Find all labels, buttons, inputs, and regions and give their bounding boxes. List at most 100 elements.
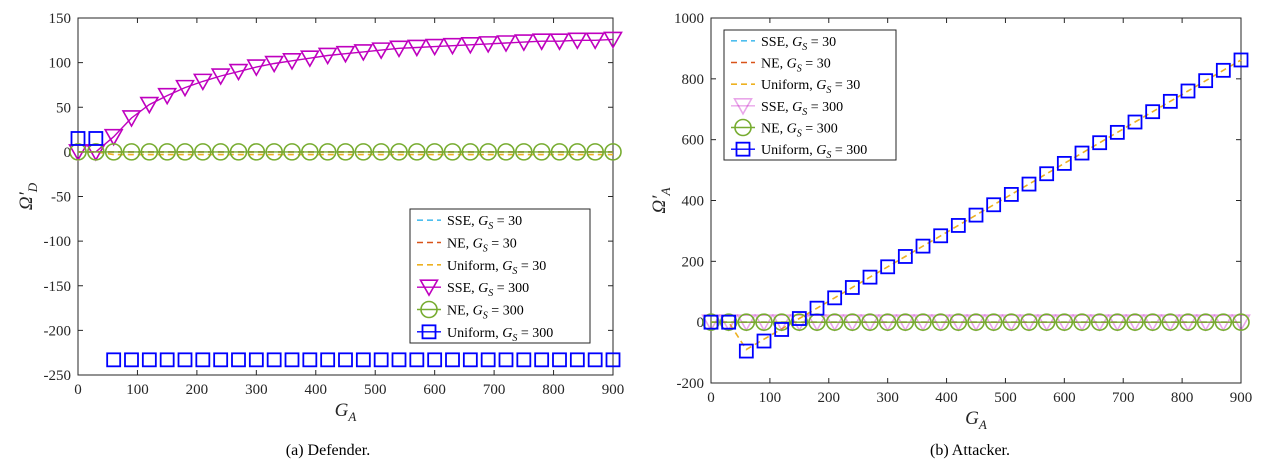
data-point	[427, 352, 443, 368]
legend-label-sub: S	[483, 244, 488, 255]
legend-label-val: = 30	[493, 214, 522, 229]
data-point	[1214, 313, 1233, 331]
legend-label: SSE, GS = 30	[761, 35, 836, 53]
data-point	[442, 37, 463, 56]
data-point	[69, 143, 87, 161]
data-point	[264, 55, 285, 74]
data-point	[1108, 313, 1127, 331]
data-point	[702, 313, 720, 331]
data-point	[931, 313, 950, 331]
legend-label-sub: S	[826, 85, 831, 96]
data-point	[121, 110, 142, 128]
y-tick-label: -50	[51, 190, 71, 206]
data-point	[159, 352, 175, 368]
data-point	[336, 143, 355, 161]
data-point	[124, 352, 139, 368]
data-point	[603, 31, 623, 50]
data-point	[949, 313, 968, 331]
data-point	[772, 313, 791, 331]
x-tick-label: 100	[126, 382, 149, 398]
data-point	[460, 36, 481, 55]
data-point	[283, 143, 301, 161]
data-point	[1198, 73, 1214, 89]
x-tick-label: 900	[1230, 390, 1253, 406]
legend-label-sub: S	[826, 150, 831, 161]
x-axis-label-sub: A	[347, 409, 356, 424]
legend-label-text: SSE,	[447, 281, 478, 296]
legend-label-text: SSE,	[447, 214, 478, 229]
legend-label-text: NE,	[761, 122, 787, 137]
y-tick-label: -200	[677, 376, 705, 392]
data-point	[177, 352, 193, 368]
legend-label: NE, GS = 30	[761, 57, 831, 75]
legend-label-text: Uniform,	[447, 259, 502, 274]
x-tick-label: 600	[423, 382, 446, 398]
data-point	[106, 352, 122, 368]
data-point	[756, 333, 772, 349]
data-point	[844, 280, 860, 295]
data-point	[158, 143, 176, 161]
data-point	[390, 143, 408, 161]
data-point	[318, 143, 337, 161]
legend-label-var: G	[787, 122, 797, 137]
data-point	[774, 322, 790, 337]
y-axis-label-sub: D	[25, 182, 40, 193]
legend-label-var: G	[792, 100, 802, 115]
y-tick-label: 600	[682, 133, 705, 149]
data-point	[497, 143, 515, 161]
legend-label-val: = 300	[517, 326, 553, 341]
data-point	[176, 143, 194, 161]
x-tick-label: 400	[305, 382, 328, 398]
x-tick-label: 600	[1053, 390, 1076, 406]
data-point	[950, 218, 966, 233]
data-point	[391, 352, 407, 368]
data-point	[1039, 166, 1055, 182]
data-point	[282, 53, 302, 71]
legend-label-var: G	[792, 35, 802, 50]
data-point	[933, 228, 949, 244]
data-point	[229, 143, 248, 161]
data-point	[195, 352, 211, 368]
legend-label-text: SSE,	[761, 100, 792, 115]
data-point	[809, 300, 825, 316]
legend-label-val: = 300	[488, 304, 524, 319]
data-point	[531, 33, 552, 51]
legend-label-var: G	[478, 281, 488, 296]
x-tick-label: 500	[994, 390, 1017, 406]
data-point	[1056, 155, 1072, 171]
data-point	[605, 352, 621, 368]
data-point	[568, 143, 587, 161]
series-line	[78, 38, 614, 153]
legend-label-text: SSE,	[761, 35, 792, 50]
data-point	[479, 143, 497, 161]
y-tick-label: 0	[64, 145, 72, 161]
data-point	[265, 143, 283, 161]
legend-label-val: = 300	[802, 122, 838, 137]
legend-label-var: G	[502, 259, 512, 274]
x-tick-label: 900	[602, 382, 625, 398]
data-point	[445, 352, 460, 368]
x-tick-label: 200	[186, 382, 209, 398]
y-tick-label: 0	[697, 315, 705, 331]
data-point	[1126, 313, 1144, 331]
x-tick-label: 0	[707, 390, 715, 406]
data-point	[1162, 93, 1178, 109]
x-tick-label: 200	[818, 390, 841, 406]
legend-box	[409, 208, 591, 344]
data-point	[550, 143, 569, 161]
y-tick-label: 150	[49, 11, 72, 27]
x-tick-label: 300	[245, 382, 268, 398]
data-point	[1021, 176, 1037, 192]
legend-box	[723, 29, 897, 161]
data-point	[371, 42, 392, 60]
data-point	[192, 73, 213, 91]
data-point	[719, 313, 738, 331]
data-point	[896, 313, 915, 331]
data-point	[1109, 124, 1125, 140]
legend-label-sub: S	[488, 221, 493, 232]
y-axis-label: Ω′D	[16, 182, 40, 210]
x-tick-label: 0	[74, 382, 82, 398]
legend-label-sub: S	[797, 129, 802, 140]
legend-label-val: = 300	[831, 143, 867, 158]
